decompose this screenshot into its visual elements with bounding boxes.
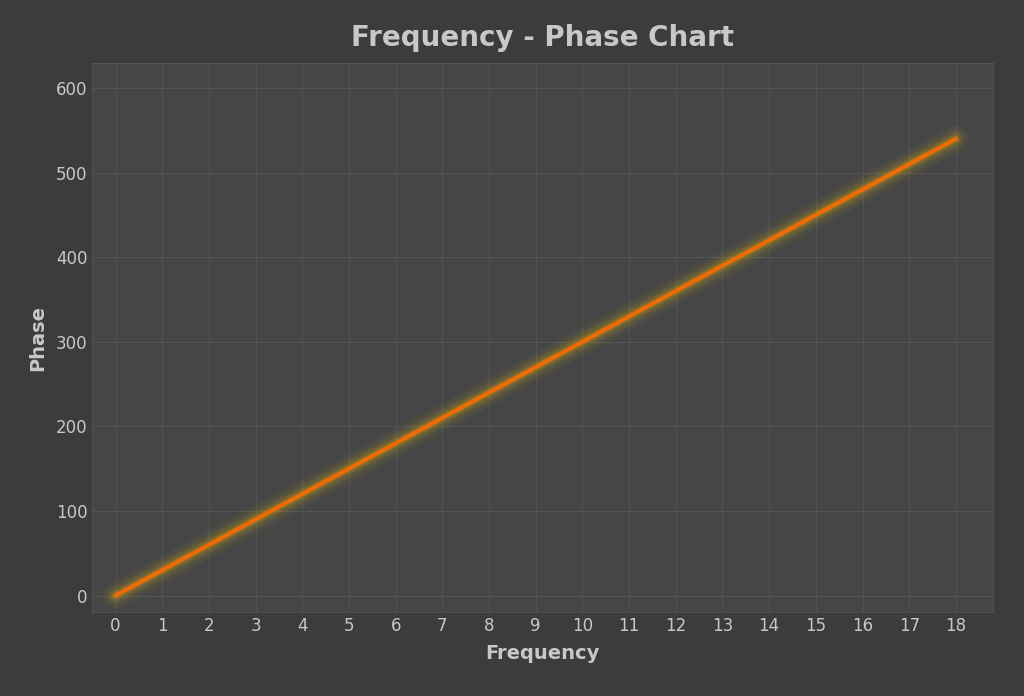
Title: Frequency - Phase Chart: Frequency - Phase Chart: [351, 24, 734, 52]
X-axis label: Frequency: Frequency: [485, 644, 600, 663]
Y-axis label: Phase: Phase: [29, 305, 47, 370]
